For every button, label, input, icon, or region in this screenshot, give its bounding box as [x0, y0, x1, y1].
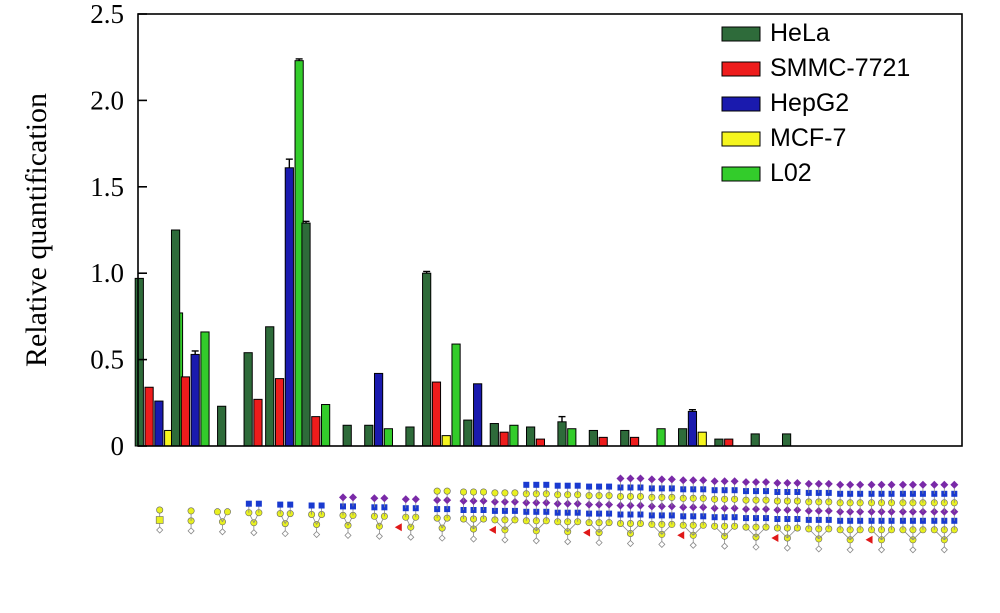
axes: 0 0.5 1.0 1.5 2.0 2.5 — [90, 0, 963, 461]
bar-hela-3 — [217, 405, 227, 447]
y-tick-label: 1.5 — [90, 172, 124, 202]
legend: HeLa SMMC-7721 HepG2 MCF-7 L02 — [721, 19, 910, 187]
legend-swatch-mcf-7 — [721, 131, 761, 147]
bar-hela-10 — [422, 272, 432, 447]
bar-smmc-7721-12 — [499, 431, 509, 447]
y-tick-label: 0.5 — [90, 345, 124, 375]
y-tick-label: 2.5 — [90, 0, 124, 29]
bar-l02-10 — [451, 343, 461, 447]
bar-hela-15 — [588, 429, 598, 447]
bar-mcf-7-10 — [441, 435, 451, 447]
bar-hepg2-2 — [190, 353, 200, 447]
legend-label-l02: L02 — [770, 159, 812, 187]
bar-hela-4 — [243, 352, 253, 447]
legend-label-hela: HeLa — [770, 19, 830, 47]
bar-hela-19 — [714, 438, 724, 447]
bar-hela-16 — [620, 429, 630, 447]
bar-smmc-7721-5 — [274, 378, 285, 447]
bar-hepg2-8 — [373, 372, 384, 447]
bar-smmc-7721-1 — [144, 386, 154, 447]
bar-l02-8 — [383, 428, 393, 447]
bar-hela-5 — [265, 326, 275, 447]
legend-label-hepg2: HepG2 — [770, 89, 849, 117]
bar-hela-21 — [781, 433, 792, 447]
bar-hela-7 — [342, 424, 352, 447]
bar-hela-1 — [134, 277, 144, 447]
bar-mcf-7-18 — [697, 431, 707, 447]
legend-swatch-l02 — [721, 166, 761, 182]
bar-l02-2 — [200, 331, 210, 447]
bar-l02-12 — [509, 424, 519, 447]
legend-label-mcf-7: MCF-7 — [770, 124, 846, 152]
legend-swatch-smmc-7721 — [721, 61, 761, 77]
plot-area — [134, 58, 792, 447]
bar-hela-6 — [301, 222, 311, 447]
legend-swatch-hela — [721, 26, 761, 42]
bar-hela-2 — [170, 229, 181, 447]
bar-hepg2-18 — [687, 410, 698, 447]
bar-smmc-7721-10 — [431, 381, 442, 447]
bar-l02-17 — [656, 428, 666, 447]
bar-hela-13 — [526, 426, 536, 447]
y-axis-label: Relative quantification — [20, 93, 53, 367]
y-tick-label: 2.0 — [90, 85, 124, 115]
bar-smmc-7721-4 — [253, 398, 263, 447]
bar-hela-11 — [463, 419, 473, 447]
bar-hela-8 — [364, 424, 374, 447]
bar-smmc-7721-13 — [535, 438, 546, 447]
bar-hepg2-11 — [473, 383, 483, 447]
bar-hela-18 — [678, 428, 688, 447]
bar-l02-14 — [567, 428, 577, 447]
legend-label-smmc-7721: SMMC-7721 — [770, 54, 910, 82]
bar-hepg2-5 — [284, 167, 294, 447]
bar-smmc-7721-16 — [629, 436, 640, 447]
bar-smmc-7721-15 — [598, 436, 608, 447]
glycan-structure-row — [155, 474, 959, 554]
bar-hela-12 — [489, 423, 499, 447]
y-tick-label: 1.0 — [90, 258, 124, 288]
bar-smmc-7721-6 — [311, 416, 321, 447]
bar-smmc-7721-2 — [180, 376, 190, 447]
bar-hepg2-1 — [154, 400, 164, 447]
legend-swatch-hepg2 — [721, 96, 761, 112]
y-tick-label: 0 — [111, 431, 125, 461]
bar-hela-20 — [750, 433, 760, 447]
bar-l02-6 — [321, 404, 331, 447]
bar-hela-9 — [405, 426, 415, 447]
plot-frame — [137, 13, 963, 447]
bar-smmc-7721-19 — [724, 438, 734, 447]
bar-hela-14 — [557, 421, 567, 447]
